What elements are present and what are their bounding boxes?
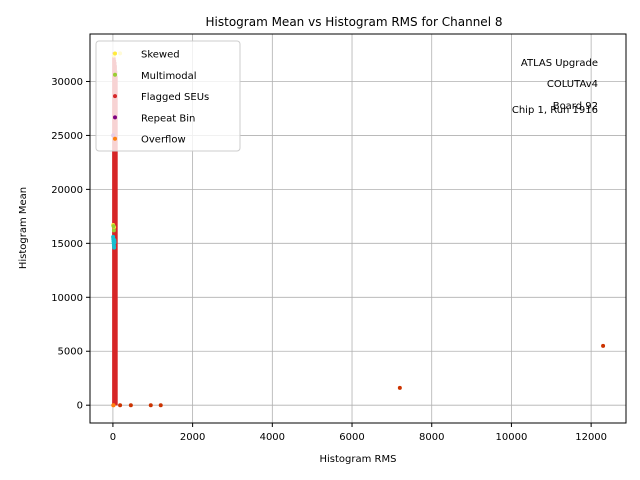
data-point xyxy=(111,228,116,233)
y-axis-label: Histogram Mean xyxy=(18,187,29,269)
data-point xyxy=(112,240,117,245)
data-point xyxy=(118,403,123,408)
data-point xyxy=(158,403,163,408)
x-axis-ticks: 0 2000 4000 6000 8000 10000 12000 xyxy=(110,423,607,443)
legend-marker xyxy=(113,51,117,56)
x-tick-label: 8000 xyxy=(419,432,444,443)
legend-marker xyxy=(113,72,117,77)
legend-label: Overflow xyxy=(141,135,186,146)
series-multimodal xyxy=(111,224,116,233)
annotation-line-4: Chip 1, Run 1916 xyxy=(512,105,598,116)
plot-frame xyxy=(89,33,627,424)
x-tick-label: 10000 xyxy=(496,432,528,443)
annotation: ATLAS Upgrade COLUTAv4 Board 92 Chip 1, … xyxy=(512,58,598,116)
x-tick-label: 12000 xyxy=(575,432,607,443)
data-point xyxy=(111,224,116,229)
grid xyxy=(90,34,626,423)
y-tick-label: 0 xyxy=(77,401,83,412)
x-tick-label: 4000 xyxy=(260,432,285,443)
data-point xyxy=(112,245,117,250)
x-tick-label: 0 xyxy=(110,432,116,443)
legend-label: Flagged SEUs xyxy=(141,92,209,103)
legend-label: Skewed xyxy=(141,50,180,61)
data-point xyxy=(601,343,606,348)
x-tick-label: 2000 xyxy=(180,432,205,443)
series-overflow xyxy=(111,403,116,408)
y-tick-label: 30000 xyxy=(51,77,83,88)
legend-marker xyxy=(113,115,117,120)
legend-marker xyxy=(113,136,117,141)
legend-box xyxy=(95,40,241,152)
legend-marker xyxy=(113,94,117,99)
data-point xyxy=(128,403,133,408)
x-tick-label: 6000 xyxy=(339,432,364,443)
y-tick-label: 10000 xyxy=(51,293,83,304)
annotation-line-1: ATLAS Upgrade xyxy=(521,58,598,69)
y-tick-label: 25000 xyxy=(51,131,83,142)
legend-label: Multimodal xyxy=(141,71,197,82)
data-point xyxy=(397,385,402,390)
y-tick-label: 20000 xyxy=(51,185,83,196)
legend: Skewed Multimodal Flagged SEUs Repeat Bin Ov… xyxy=(95,40,241,152)
x-axis-label: Histogram RMS xyxy=(320,454,397,465)
data-point xyxy=(111,403,116,408)
y-axis-ticks: 0 5000 10000 15000 20000 25000 30000 xyxy=(51,77,90,412)
y-tick-label: 5000 xyxy=(58,347,83,358)
data-point xyxy=(148,403,153,408)
series-unlabeled-5 xyxy=(111,234,117,250)
legend-label: Repeat Bin xyxy=(141,113,195,124)
annotation-line-3: Board 92 xyxy=(553,101,598,112)
chart-title: Histogram Mean vs Histogram RMS for Chan… xyxy=(206,15,503,29)
y-tick-label: 15000 xyxy=(51,239,83,250)
annotation-line-2: COLUTAv4 xyxy=(547,79,598,90)
series-unlabeled-6 xyxy=(118,343,606,408)
